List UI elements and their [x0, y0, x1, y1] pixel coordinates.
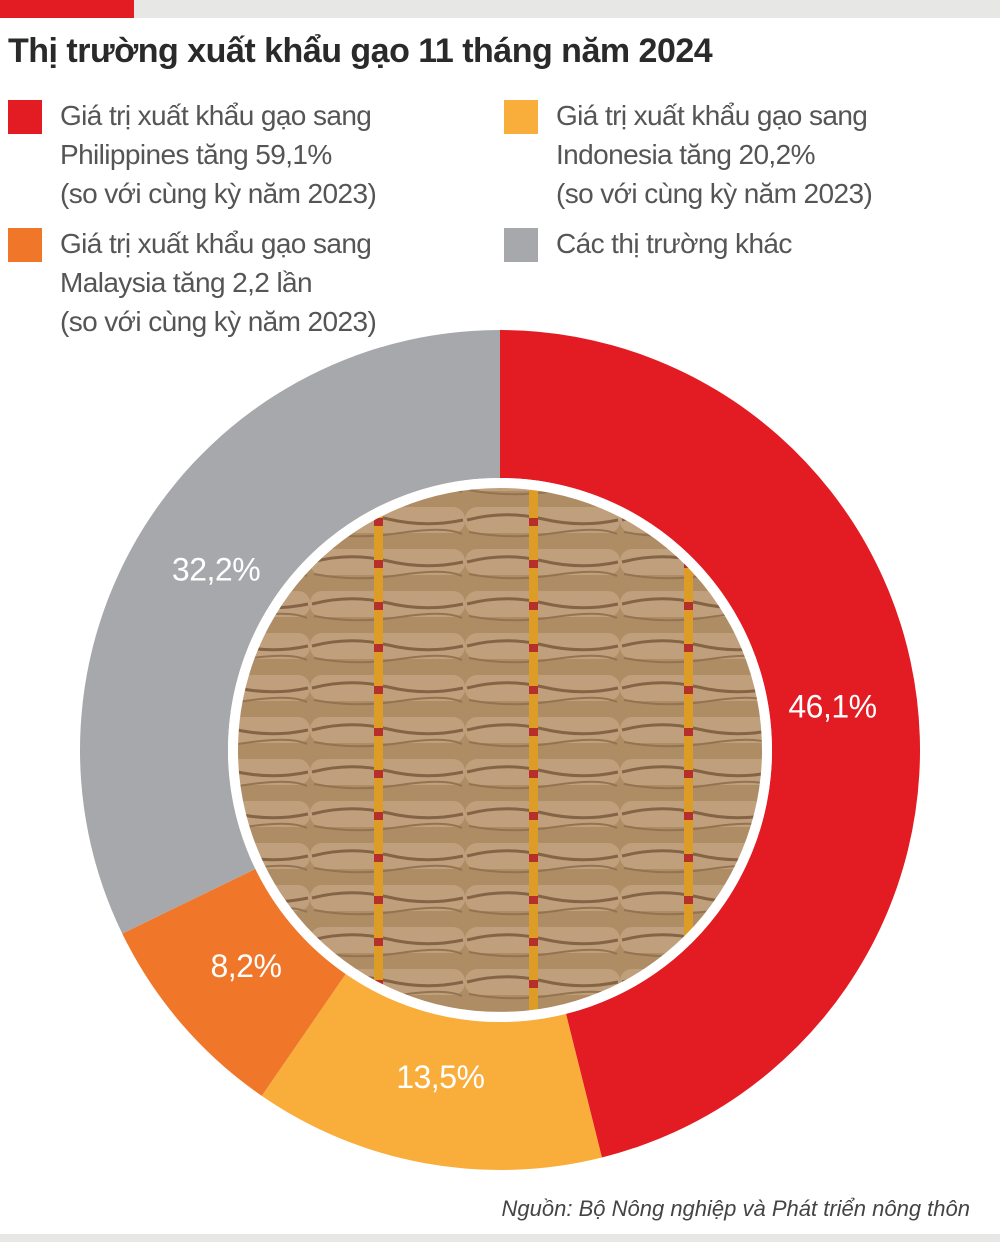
legend-swatch-indonesia — [504, 100, 538, 134]
legend-label-indonesia: Giá trị xuất khẩu gạo sang Indonesia tăn… — [556, 100, 873, 209]
donut-slice-3 — [80, 330, 500, 934]
donut-slices — [80, 330, 920, 1170]
donut-slice-1 — [261, 974, 602, 1170]
donut-slice-0 — [500, 330, 920, 1158]
source-note: Nguồn: Bộ Nông nghiệp và Phát triển nông… — [501, 1196, 970, 1221]
top-bar-rest — [134, 0, 1000, 18]
legend-swatch-malaysia — [8, 228, 42, 262]
slice-label-2: 8,2% — [210, 948, 281, 984]
slice-label-3: 32,2% — [172, 552, 260, 588]
center-photo — [238, 488, 762, 1012]
donut-slice-2 — [122, 868, 346, 1096]
legend-label-other: Các thị trường khác — [556, 228, 792, 259]
top-bar — [0, 0, 1000, 20]
top-bar-accent — [0, 0, 134, 18]
donut-chart: 46,1% 13,5% 8,2% 32,2% — [80, 330, 920, 1170]
legend-swatch-philippines — [8, 100, 42, 134]
chart-title: Thị trường xuất khẩu gạo 11 tháng năm 20… — [8, 32, 713, 70]
slice-labels: 46,1% 13,5% 8,2% 32,2% — [172, 552, 877, 1095]
legend-label-malaysia: Giá trị xuất khẩu gạo sang Malaysia tăng… — [60, 228, 377, 337]
legend-swatch-other — [504, 228, 538, 262]
bottom-bar — [0, 1234, 1000, 1242]
slice-label-0: 46,1% — [788, 689, 876, 725]
slice-label-1: 13,5% — [396, 1059, 484, 1095]
legend-label-philippines: Giá trị xuất khẩu gạo sang Philippines t… — [60, 100, 377, 209]
